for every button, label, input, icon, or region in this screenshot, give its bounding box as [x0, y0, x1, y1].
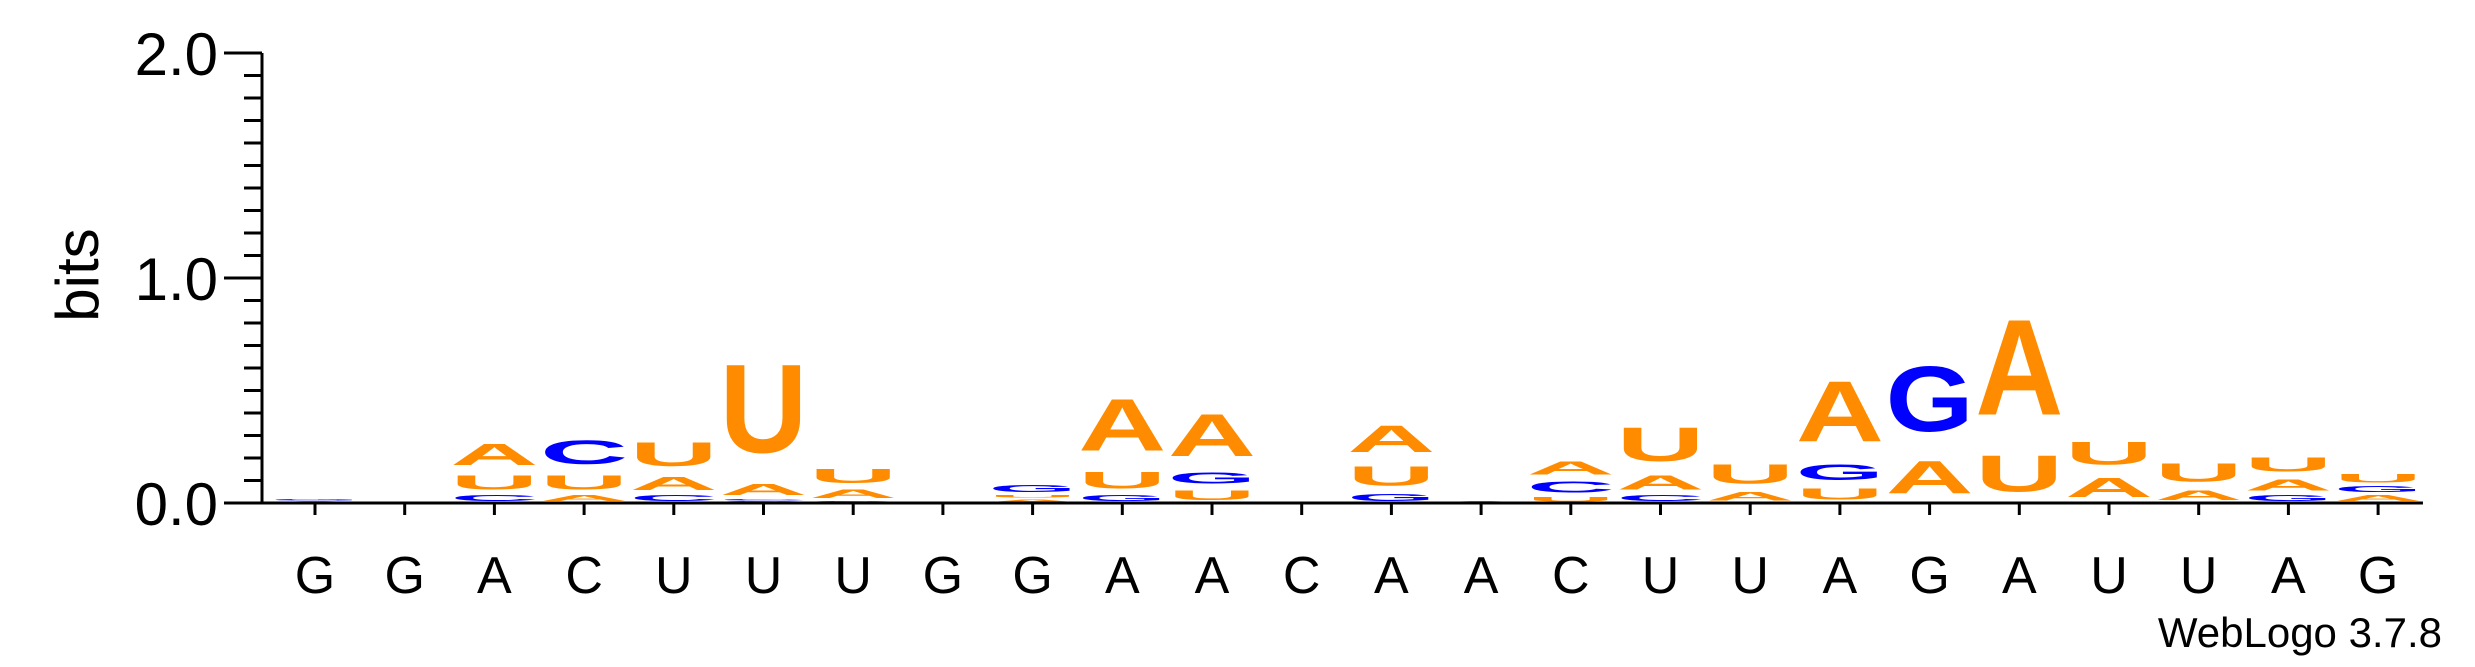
logo-letter-g: G	[2244, 494, 2332, 503]
logo-letter-g: G	[1796, 460, 1884, 485]
logo-letter-c: C	[1527, 478, 1615, 496]
x-tick-label: C	[1283, 547, 1321, 605]
logo-stacks: AGCUAAUCCAUGCAUGAUAUGGUAUGAGUAAUCACAUAUU…	[271, 292, 2422, 503]
logo-letter-a: A	[989, 499, 1077, 503]
x-tick-label: U	[2180, 547, 2218, 605]
logo-letter-a: A	[1886, 451, 1974, 503]
logo-letter-a: A	[1706, 490, 1794, 503]
y-axis: 0.0 1.0 2.0	[135, 21, 264, 538]
x-tick-label: G	[1012, 547, 1052, 605]
x-tick-label: U	[834, 547, 872, 605]
x-tick-label: G	[384, 547, 424, 605]
x-tick-label: G	[923, 547, 963, 605]
logo-letter-u: U	[630, 435, 718, 473]
y-tick-label: 0.0	[135, 471, 218, 538]
logo-letter-u: U	[2244, 453, 2332, 476]
logo-letter-a: A	[450, 438, 538, 472]
logo-letter-u: U	[809, 465, 897, 488]
logo-letter-g: G	[1886, 348, 1974, 451]
logo-letter-a: A	[720, 481, 808, 499]
logo-letter-a: A	[2334, 494, 2422, 503]
x-tick-label: G	[1909, 547, 1949, 605]
logo-letter-a: A	[2155, 487, 2243, 503]
logo-letter-g: G	[1347, 492, 1435, 503]
logo-letter-u: U	[2065, 435, 2153, 471]
logo-letter-u: U	[1975, 444, 2063, 503]
x-tick-label: A	[2002, 547, 2037, 605]
logo-letter-g: G	[989, 483, 1077, 494]
logo-letter-u: U	[1078, 467, 1166, 494]
logo-letter-u: U	[1527, 496, 1615, 503]
logo-letter-a: A	[1078, 384, 1166, 466]
x-tick-label: U	[1642, 547, 1680, 605]
x-tick-label: C	[1552, 547, 1590, 605]
y-tick-label: 1.0	[135, 246, 218, 313]
logo-letter-u: U	[540, 471, 628, 494]
logo-letter-a: A	[2244, 476, 2332, 494]
logo-letter-a: A	[809, 487, 897, 500]
logo-letter-g: G	[2334, 485, 2422, 494]
logo-letter-a: A	[1796, 364, 1884, 461]
logo-letter-g: G	[1078, 494, 1166, 503]
y-axis-label: bits	[44, 228, 111, 321]
logo-letter-u: U	[720, 340, 808, 481]
x-tick-label: A	[1105, 547, 1140, 605]
logo-letter-a: A	[630, 474, 718, 494]
logo-letter-c: C	[450, 494, 538, 503]
logo-letter-g: G	[271, 498, 359, 500]
logo-letter-u: U	[1796, 485, 1884, 503]
x-tick-label: G	[2358, 547, 2398, 605]
x-tick-label: G	[295, 547, 335, 605]
logo-letter-u: U	[2155, 458, 2243, 487]
x-tick-label: U	[745, 547, 783, 605]
x-tick-label: A	[1464, 547, 1499, 605]
logo-letter-a: A	[540, 494, 628, 503]
x-tick-label: C	[565, 547, 603, 605]
x-tick-label: A	[477, 547, 512, 605]
x-tick-label: A	[1374, 547, 1409, 605]
logo-letter-c: C	[630, 494, 718, 503]
logo-letter-a: A	[1975, 292, 2063, 444]
logo-letter-a: A	[1527, 458, 1615, 478]
logo-letter-u: U	[989, 494, 1077, 498]
x-tick-label: U	[655, 547, 693, 605]
logo-letter-a: A	[1617, 471, 1705, 494]
logo-letter-c: C	[540, 433, 628, 471]
logo-letter-u: U	[1617, 417, 1705, 471]
x-tick-label: A	[1823, 547, 1858, 605]
x-tick-label: A	[2271, 547, 2306, 605]
logo-letter-u: U	[2334, 472, 2422, 485]
logo-letter-u: U	[450, 471, 538, 494]
x-tick-label: A	[1195, 547, 1230, 605]
logo-letter-c: C	[1617, 494, 1705, 503]
y-tick-label: 2.0	[135, 21, 218, 88]
credit-text: WebLogo 3.7.8	[2158, 609, 2442, 656]
x-tick-label: U	[2090, 547, 2128, 605]
logo-letter-u: U	[1706, 458, 1794, 489]
logo-letter-c: C	[720, 499, 808, 501]
logo-letter-u: U	[1347, 460, 1435, 491]
logo-letter-a: A	[2065, 471, 2153, 502]
logo-letter-a: A	[1168, 402, 1256, 469]
logo-letter-g: G	[1168, 469, 1256, 487]
logo-letter-u: U	[1168, 487, 1256, 503]
x-tick-label: U	[1731, 547, 1769, 605]
logo-letter-a: A	[1347, 418, 1435, 461]
